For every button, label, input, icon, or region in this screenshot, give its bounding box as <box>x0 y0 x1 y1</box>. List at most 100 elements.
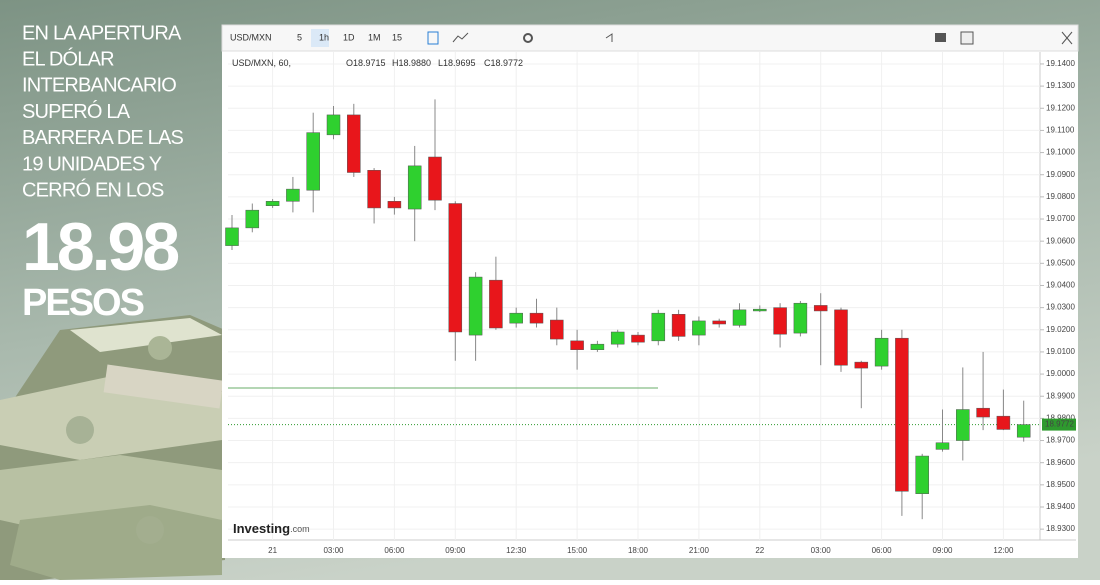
candle-body <box>570 340 584 350</box>
interval-button[interactable]: 1D <box>343 32 355 42</box>
ohlc-item: H18.9880 <box>392 58 431 68</box>
chart-frame <box>222 25 1078 558</box>
candle-body <box>265 201 280 206</box>
headline-line: 19 UNIDADES Y <box>22 153 162 175</box>
ohlc-value: 18.9880 <box>399 58 432 68</box>
candle-body <box>895 337 909 492</box>
interval-button[interactable]: 1M <box>368 32 381 42</box>
x-tick-label: 21 <box>268 546 277 555</box>
y-tick-label: 19.1200 <box>1046 103 1075 112</box>
candle-body <box>935 442 950 450</box>
y-tick-label: 19.1000 <box>1046 148 1075 157</box>
x-tick-label: 12:00 <box>993 546 1014 555</box>
candle-body <box>468 276 483 336</box>
candle-body <box>732 309 747 326</box>
candle-body <box>854 361 869 369</box>
headline-line: EN LA APERTURA <box>22 22 182 44</box>
ohlc-label: C <box>484 58 491 68</box>
y-tick-label: 19.0500 <box>1046 258 1075 267</box>
x-tick-label: 09:00 <box>932 546 953 555</box>
candle-body <box>1016 424 1031 438</box>
headline: EN LA APERTURA EL DÓLAR INTERBANCARIO SUPER… <box>22 22 184 201</box>
watermark: Investing.com <box>233 521 310 536</box>
candle-body <box>753 308 767 312</box>
candle-body <box>996 415 1011 430</box>
toolbar-symbol[interactable]: USD/MXN <box>230 32 272 42</box>
candle-body <box>448 203 463 333</box>
y-tick-label: 18.9600 <box>1046 458 1075 467</box>
candle-body <box>347 114 361 173</box>
price-tag-label: 18.9772 <box>1045 420 1074 429</box>
interval-button[interactable]: 15 <box>392 32 402 42</box>
candle-body <box>773 307 787 335</box>
big-number: 18.98 <box>22 209 178 285</box>
interval-button[interactable]: 5 <box>297 32 302 42</box>
x-tick-label: 06:00 <box>384 546 405 555</box>
y-tick-label: 19.0900 <box>1046 170 1075 179</box>
x-tick-label: 09:00 <box>445 546 466 555</box>
candle-body <box>712 320 726 325</box>
toolbar-icons: 5 1h 1D 1M 15 <box>297 29 1073 47</box>
y-tick-label: 19.0200 <box>1046 325 1075 334</box>
header-symbol: USD/MXN, 60, <box>232 58 291 68</box>
y-tick-label: 19.1400 <box>1046 59 1075 68</box>
interval-active <box>311 29 329 47</box>
watermark-brand: Investing <box>233 521 290 536</box>
x-tick-label: 22 <box>755 546 764 555</box>
headline-line: BARRERA DE LAS <box>22 127 184 149</box>
candle-body <box>590 343 605 350</box>
ohlc-item: O18.9715 <box>346 58 386 68</box>
interval-button[interactable]: 1h <box>319 32 329 42</box>
candle-body <box>793 302 808 334</box>
candle-body <box>407 165 422 210</box>
y-tick-label: 19.1100 <box>1046 126 1075 135</box>
candle-body <box>509 312 523 324</box>
y-tick-label: 19.0000 <box>1046 369 1075 378</box>
y-tick-label: 19.1300 <box>1046 81 1075 90</box>
unit: PESOS <box>22 282 144 324</box>
candle-body <box>874 337 889 367</box>
candle-body <box>651 312 666 342</box>
x-tick-label: 12:30 <box>506 546 527 555</box>
x-tick-label: 03:00 <box>323 546 344 555</box>
y-tick-label: 18.9300 <box>1046 524 1075 533</box>
y-tick-label: 19.0400 <box>1046 281 1075 290</box>
price-tag <box>1042 418 1076 431</box>
y-tick-label: 18.9700 <box>1046 436 1075 445</box>
x-tick-label: 15:00 <box>567 546 588 555</box>
y-tick-label: 19.0300 <box>1046 303 1075 312</box>
candle-body <box>489 279 503 329</box>
headline-line: EL DÓLAR <box>22 47 114 70</box>
candle-body <box>834 309 848 366</box>
candle-body <box>610 331 625 345</box>
y-tick-label: 18.9400 <box>1046 502 1075 511</box>
ohlc-item: C18.9772 <box>484 58 523 68</box>
ohlc-label: L <box>438 58 443 68</box>
candle-body <box>286 188 300 202</box>
candle-body <box>915 455 929 494</box>
y-tick-label: 18.9500 <box>1046 480 1075 489</box>
series-header: USD/MXN, 60, <box>232 58 291 68</box>
ohlc-label: O <box>346 58 353 68</box>
x-tick-label: 06:00 <box>872 546 893 555</box>
candle-body <box>225 227 239 246</box>
x-tick-label: 18:00 <box>628 546 649 555</box>
candle-body <box>631 334 645 343</box>
y-tick-label: 19.0800 <box>1046 192 1075 201</box>
candle-body <box>813 305 828 312</box>
candle-body <box>326 114 341 136</box>
candle-body <box>692 320 706 336</box>
candle-body <box>529 312 544 324</box>
candle-body <box>671 314 686 337</box>
candle-body <box>976 407 990 418</box>
y-tick-label: 18.9900 <box>1046 391 1075 400</box>
y-tick-label: 18.9800 <box>1046 413 1075 422</box>
ohlc-label: H <box>392 58 399 68</box>
headline-line: SUPERÓ LA <box>22 100 131 123</box>
headline-line: CERRÓ EN LOS <box>22 178 164 201</box>
y-tick-label: 19.0700 <box>1046 214 1075 223</box>
x-tick-label: 21:00 <box>689 546 710 555</box>
candle-body <box>245 209 260 229</box>
plot: 19.1400 19.1300 19.1200 19.1100 19.1000 19.09… <box>225 52 1076 555</box>
